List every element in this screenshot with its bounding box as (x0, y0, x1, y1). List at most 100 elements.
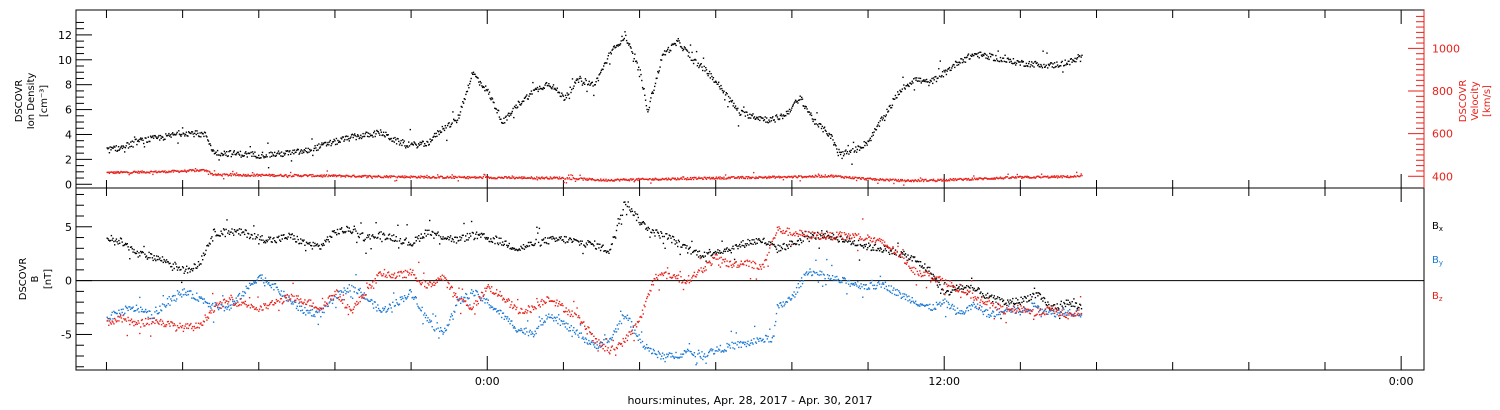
density-series-point (661, 54, 664, 56)
series-by-point (1015, 312, 1017, 314)
velocity-series-point (1003, 177, 1005, 179)
density-series-point (738, 112, 740, 114)
series-bx-point (828, 237, 830, 239)
series-bx-point (500, 237, 502, 239)
series-bx-point (847, 241, 849, 243)
series-bx-point (1007, 301, 1010, 303)
density-series-point (818, 123, 820, 125)
velocity-series-point (750, 177, 753, 180)
series-bx-point (845, 240, 847, 242)
density-series-point (532, 89, 535, 91)
series-bx-point (304, 244, 306, 246)
series-by-point (537, 325, 540, 328)
series-bx-point (797, 239, 799, 242)
series-bx (106, 201, 1083, 320)
series-bx-point (155, 259, 157, 262)
series-by-point (180, 293, 182, 295)
series-bx-point (714, 250, 717, 253)
series-by-point (945, 315, 947, 318)
series-bx-point (594, 247, 597, 250)
series-bx-point (590, 243, 593, 245)
series-bx-point (402, 242, 404, 244)
series-bx-point (522, 244, 525, 246)
velocity-series-point (726, 177, 728, 179)
density-series-point (510, 114, 512, 116)
velocity-series-point (426, 174, 428, 177)
series-bx-point (468, 237, 470, 239)
series-bx-point (479, 233, 481, 235)
density-series-point (961, 58, 963, 60)
velocity-series-point (989, 178, 992, 180)
series-by-point (198, 296, 200, 298)
velocity-series-point (192, 169, 194, 171)
velocity-series-point (603, 178, 605, 181)
series-by-point (748, 344, 750, 346)
series-by-point (1002, 311, 1004, 313)
density-series-point (517, 106, 519, 108)
series-bx-point (194, 263, 196, 266)
velocity-series-point (705, 177, 707, 180)
series-by-point (529, 329, 531, 332)
velocity-series-point (916, 180, 919, 183)
density-series-point (206, 136, 208, 138)
series-bx-point (694, 250, 696, 252)
series-by-point (124, 312, 126, 314)
density-series-point (437, 131, 440, 133)
series-bx-point (1033, 293, 1035, 295)
series-bx-point (596, 243, 598, 245)
series-bx-point (287, 236, 289, 238)
series-bx-point (989, 295, 991, 297)
density-series-point (614, 47, 616, 49)
density-series-point (570, 91, 572, 94)
series-by-point (609, 338, 611, 340)
velocity-series-point (523, 176, 526, 178)
series-by-point (279, 294, 282, 296)
velocity-series-point (147, 171, 149, 174)
density-series-point (115, 145, 117, 147)
series-by-point (356, 292, 359, 295)
density-series-point (590, 82, 593, 84)
velocity-series-point (1068, 176, 1070, 178)
velocity-series-point (1076, 175, 1079, 177)
velocity-series-point (887, 178, 889, 181)
series-bx-point (244, 229, 247, 231)
density-series-point (284, 152, 287, 155)
velocity-series-point (450, 177, 453, 179)
series-by-point (575, 330, 577, 332)
density-series-point (724, 94, 727, 96)
series-bx-point (850, 243, 852, 246)
series-bx-point (914, 260, 917, 262)
density-series-point (311, 138, 313, 140)
velocity-series-point (584, 178, 587, 181)
velocity-series-point (913, 180, 915, 183)
series-by-point (416, 303, 418, 305)
density-series-point (122, 145, 124, 147)
density-series-point (632, 52, 634, 54)
series-by-point (812, 270, 815, 273)
series-by-point (174, 294, 176, 297)
velocity-series-point (109, 171, 111, 173)
density-series-point (273, 155, 275, 157)
density-series-point (500, 118, 502, 120)
density-series-point (373, 132, 375, 134)
series-by-point (276, 286, 278, 289)
velocity-series-point (140, 171, 143, 174)
density-series-point (584, 83, 586, 85)
series-by-point (404, 297, 407, 299)
series-bx-point (902, 253, 904, 255)
series-by-point (234, 302, 236, 304)
series-by-point (313, 314, 315, 316)
density-series-point (788, 108, 791, 111)
series-bx-point (1048, 308, 1051, 310)
series-by-point (429, 319, 431, 321)
velocity-series-point (331, 175, 334, 177)
series-by-point (843, 277, 846, 279)
series-by-point (816, 271, 818, 274)
series-by-point (787, 297, 789, 299)
velocity-series-point (575, 178, 577, 180)
series-bx-point (627, 201, 629, 203)
series-bx-point (661, 235, 664, 238)
velocity-series-point (910, 180, 913, 183)
velocity-series-point (1032, 177, 1034, 179)
velocity-series-point (430, 177, 432, 179)
